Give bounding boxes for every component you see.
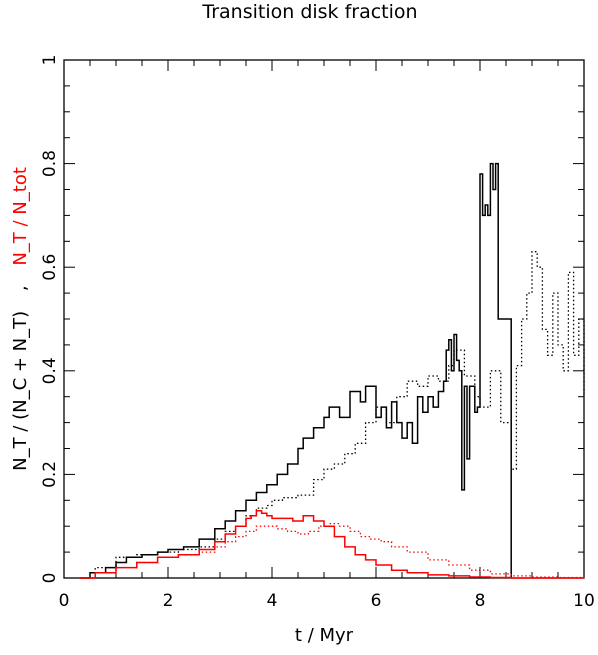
y-tick-label: 0.2 (40, 461, 60, 488)
tick-marks (63, 59, 585, 579)
series-line-1 (79, 251, 585, 579)
y-tick-labels: 0 0.2 0.4 0.6 0.8 1 (40, 55, 60, 584)
x-axis-title: t / Myr (295, 625, 354, 646)
svg-text:N_T / (N_C + N_T) ,: N_T / (N_C + N_T) , N_T / N_tot (10, 167, 31, 471)
series-line-2 (79, 509, 584, 579)
y-axis-title-red: N_T / N_tot (10, 167, 31, 266)
y-tick-label: 0 (40, 573, 60, 584)
x-tick-label: 10 (573, 591, 595, 611)
x-tick-label: 6 (371, 591, 382, 611)
y-tick-label: 1 (40, 55, 60, 66)
x-tick-labels: 0 2 4 6 8 10 (59, 591, 595, 611)
y-tick-label: 0.6 (40, 254, 60, 281)
x-tick-label: 0 (59, 591, 70, 611)
y-axis-title: N_T / (N_C + N_T) , N_T / N_tot (10, 167, 31, 471)
x-tick-label: 2 (163, 591, 174, 611)
chart-title: Transition disk fraction (201, 1, 417, 23)
x-tick-label: 8 (475, 591, 486, 611)
series-line-0 (79, 162, 512, 579)
x-tick-label: 4 (267, 591, 278, 611)
y-tick-label: 0.4 (40, 357, 60, 384)
y-tick-label: 0.8 (40, 150, 60, 177)
series-lines (79, 162, 585, 579)
series-line-3 (79, 522, 585, 579)
y-axis-title-separator: , (10, 285, 31, 291)
y-axis-title-black: N_T / (N_C + N_T) (10, 311, 31, 471)
